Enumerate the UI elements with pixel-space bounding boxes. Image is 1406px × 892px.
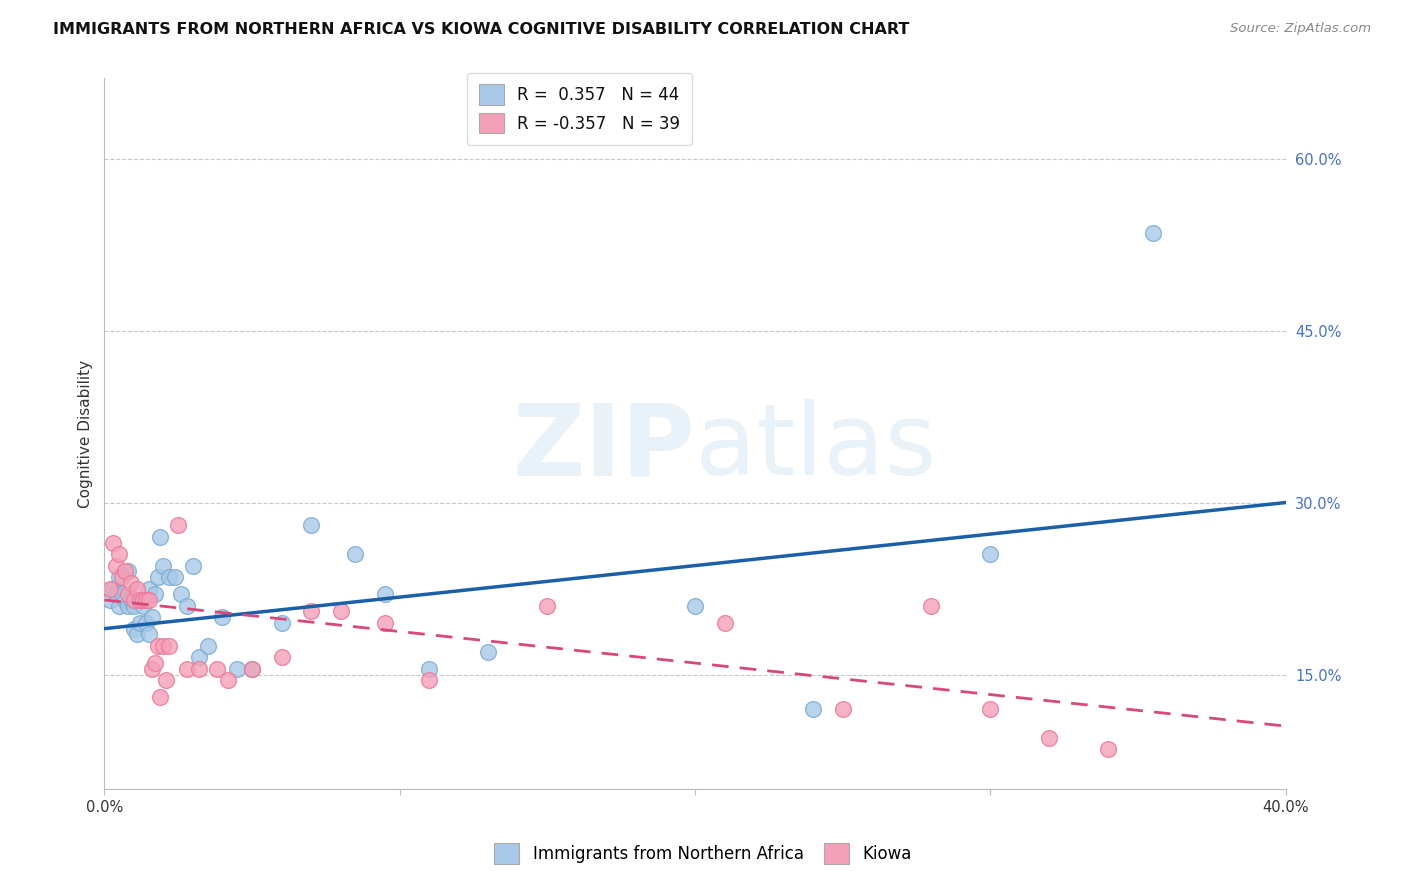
Legend: Immigrants from Northern Africa, Kiowa: Immigrants from Northern Africa, Kiowa — [488, 837, 918, 871]
Point — [176, 599, 198, 613]
Point — [374, 587, 396, 601]
Point — [114, 593, 136, 607]
Point — [152, 639, 174, 653]
Point — [103, 535, 125, 549]
Point — [374, 615, 396, 630]
Legend: R =  0.357   N = 44, R = -0.357   N = 39: R = 0.357 N = 44, R = -0.357 N = 39 — [467, 72, 692, 145]
Point — [270, 615, 292, 630]
Point — [713, 615, 735, 630]
Point — [108, 599, 131, 613]
Point — [141, 610, 163, 624]
Point — [170, 587, 193, 601]
Point — [240, 662, 263, 676]
Point — [831, 702, 853, 716]
Point — [143, 587, 166, 601]
Point — [125, 627, 148, 641]
Point — [111, 587, 134, 601]
Point — [344, 547, 367, 561]
Point — [1097, 742, 1119, 756]
Point — [801, 702, 824, 716]
Point — [418, 673, 440, 688]
Point — [155, 673, 177, 688]
Point — [138, 627, 160, 641]
Point — [1038, 731, 1060, 745]
Point — [979, 702, 1001, 716]
Point — [108, 570, 131, 584]
Point — [205, 662, 228, 676]
Point — [226, 662, 249, 676]
Point — [105, 587, 128, 601]
Point — [103, 582, 125, 596]
Point — [138, 582, 160, 596]
Point — [146, 639, 169, 653]
Point — [176, 662, 198, 676]
Text: ZIP: ZIP — [512, 400, 695, 497]
Point — [105, 558, 128, 573]
Point — [98, 593, 121, 607]
Point — [138, 593, 160, 607]
Point — [120, 575, 142, 590]
Point — [149, 690, 172, 705]
Point — [418, 662, 440, 676]
Point — [536, 599, 558, 613]
Point — [128, 593, 150, 607]
Point — [240, 662, 263, 676]
Point — [270, 650, 292, 665]
Point — [132, 593, 155, 607]
Point — [114, 565, 136, 579]
Point — [165, 570, 187, 584]
Text: IMMIGRANTS FROM NORTHERN AFRICA VS KIOWA COGNITIVE DISABILITY CORRELATION CHART: IMMIGRANTS FROM NORTHERN AFRICA VS KIOWA… — [53, 22, 910, 37]
Point — [167, 518, 190, 533]
Text: atlas: atlas — [695, 400, 936, 497]
Point — [1142, 226, 1164, 240]
Point — [181, 558, 204, 573]
Point — [135, 615, 157, 630]
Point — [122, 593, 145, 607]
Point — [299, 604, 322, 618]
Point — [111, 570, 134, 584]
Point — [217, 673, 239, 688]
Point — [187, 662, 209, 676]
Point — [146, 570, 169, 584]
Point — [152, 558, 174, 573]
Point — [122, 622, 145, 636]
Point — [197, 639, 219, 653]
Point — [98, 582, 121, 596]
Point — [187, 650, 209, 665]
Point — [122, 599, 145, 613]
Point — [149, 530, 172, 544]
Point — [128, 593, 150, 607]
Point — [108, 547, 131, 561]
Point — [157, 570, 180, 584]
Point — [120, 593, 142, 607]
Point — [143, 656, 166, 670]
Point — [683, 599, 706, 613]
Point — [329, 604, 352, 618]
Point — [125, 582, 148, 596]
Point — [299, 518, 322, 533]
Point — [477, 644, 499, 658]
Point — [141, 662, 163, 676]
Point — [135, 593, 157, 607]
Point — [117, 587, 139, 601]
Point — [117, 599, 139, 613]
Point — [128, 615, 150, 630]
Point — [979, 547, 1001, 561]
Point — [211, 610, 233, 624]
Point — [132, 599, 155, 613]
Text: Source: ZipAtlas.com: Source: ZipAtlas.com — [1230, 22, 1371, 36]
Point — [157, 639, 180, 653]
Point — [920, 599, 942, 613]
Point — [117, 565, 139, 579]
Y-axis label: Cognitive Disability: Cognitive Disability — [79, 359, 93, 508]
